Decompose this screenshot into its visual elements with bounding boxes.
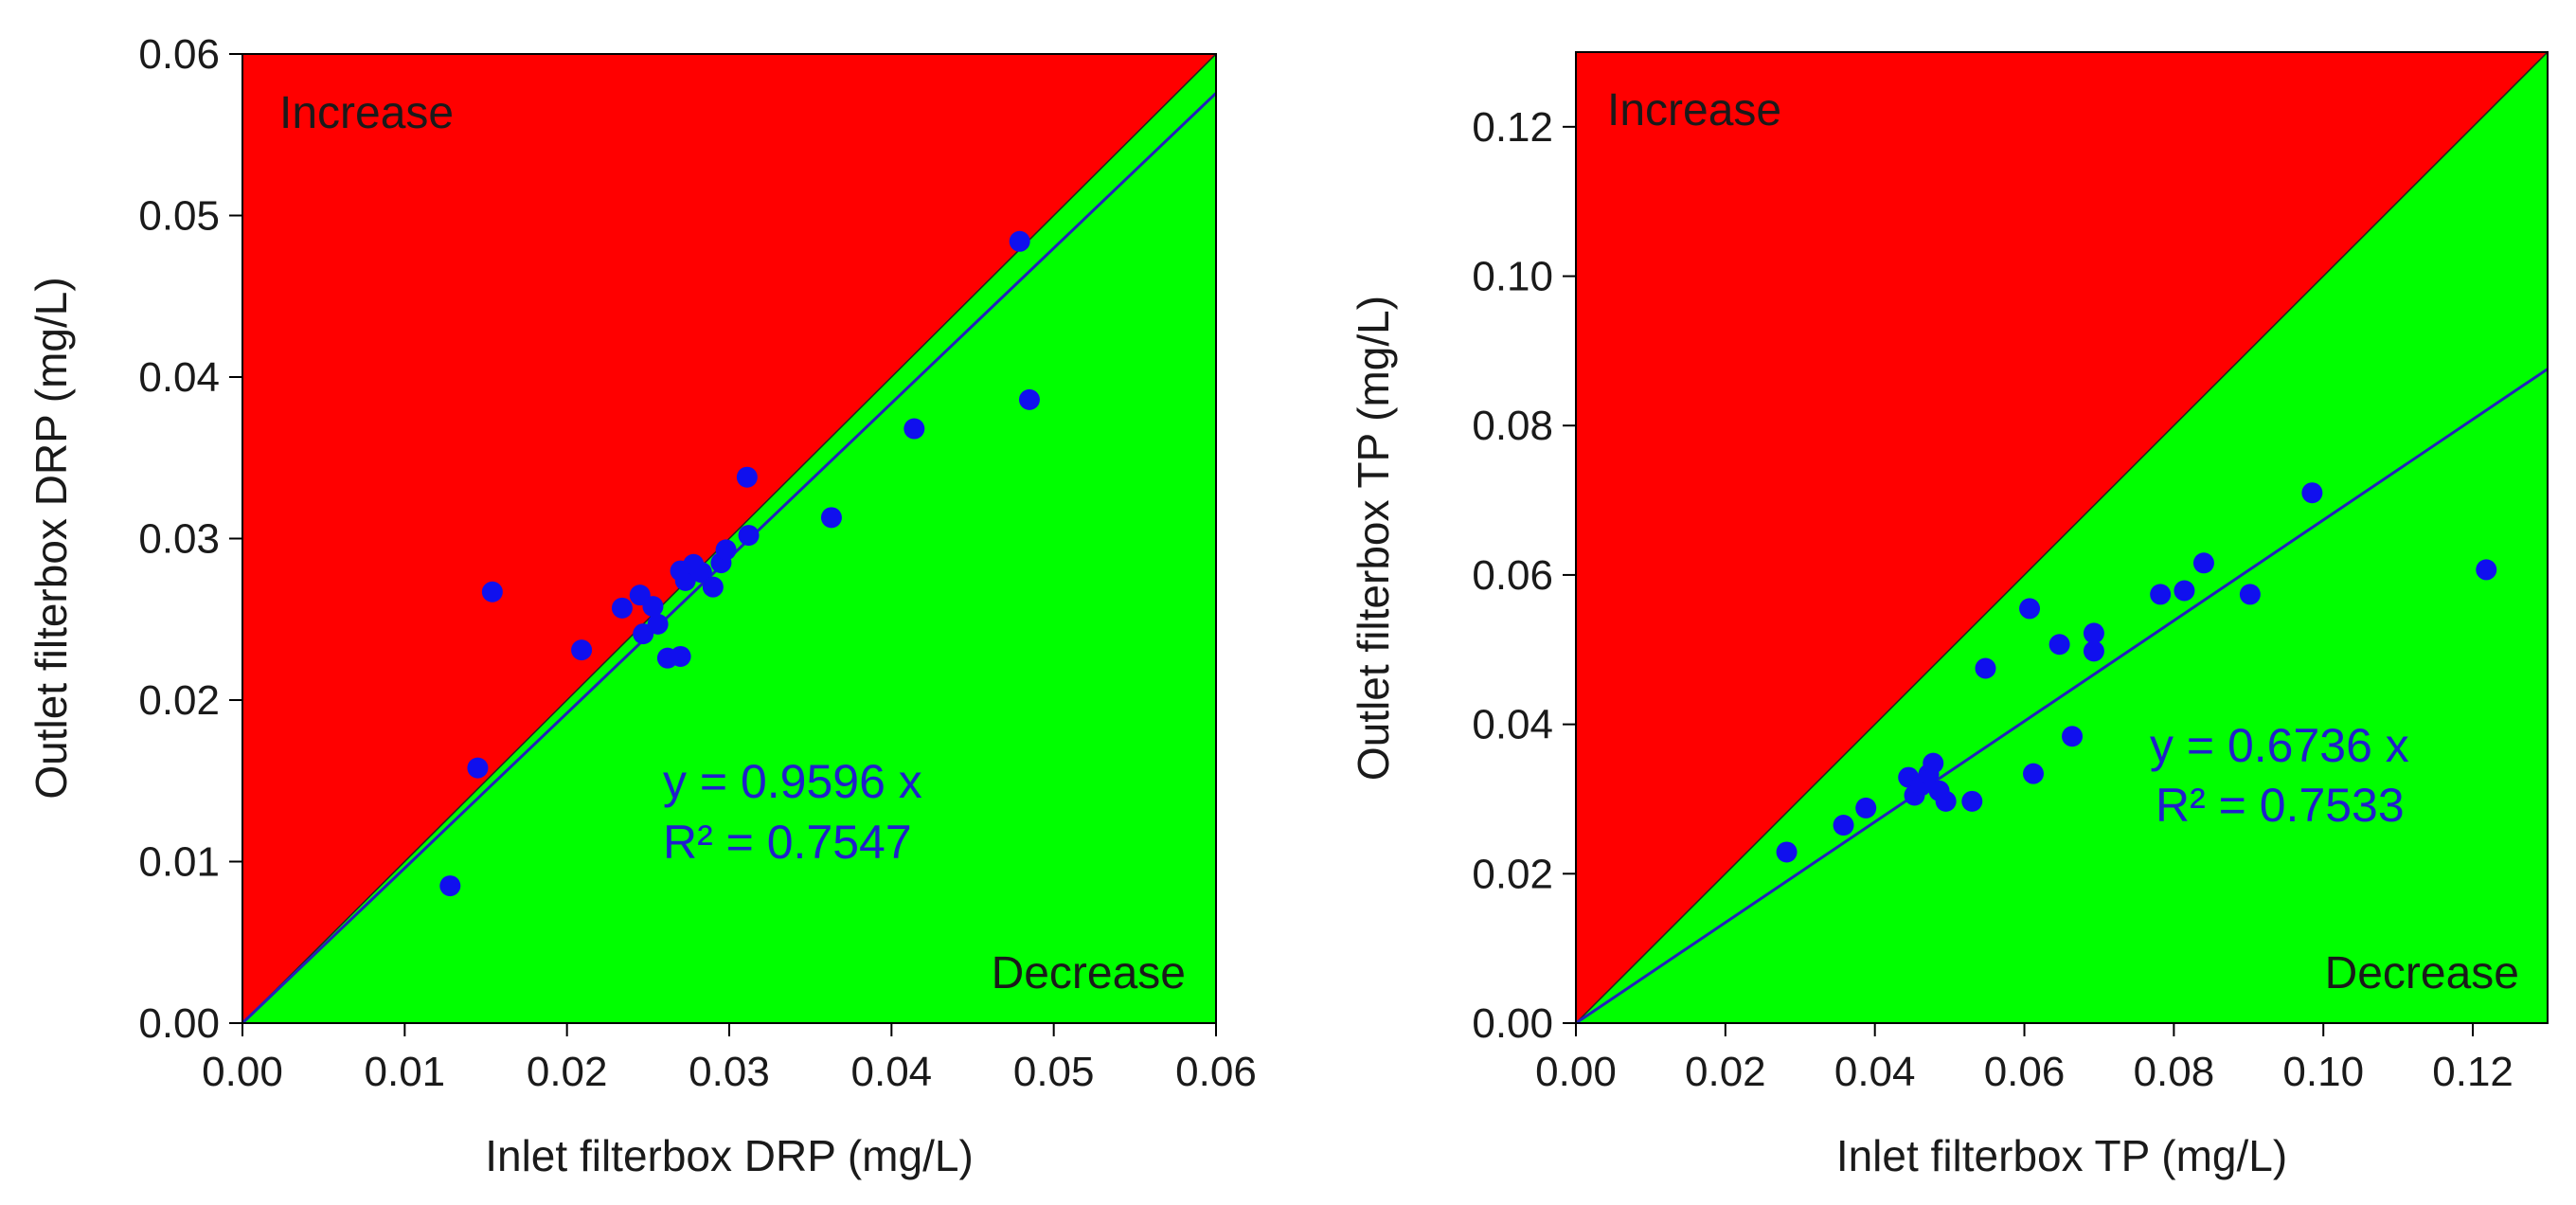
data-point — [481, 581, 503, 602]
y-axis: 0.00 0.02 0.04 0.06 0.08 0.10 0.12 — [1472, 104, 1576, 1047]
data-point — [2083, 622, 2104, 644]
one-to-one-line — [242, 53, 1217, 1024]
increase-label: Increase — [1607, 85, 1781, 135]
data-point — [642, 596, 664, 618]
y-tick-label: 0.00 — [1472, 1000, 1553, 1047]
y-tick-label: 0.05 — [138, 193, 220, 240]
x-tick-label: 0.04 — [851, 1049, 933, 1095]
increase-label: Increase — [279, 88, 454, 138]
data-point — [2301, 482, 2323, 504]
data-point — [571, 639, 593, 661]
fit-r-squared: R² = 0.7533 — [2156, 779, 2405, 832]
data-point — [2192, 552, 2214, 574]
y-tick-label: 0.03 — [138, 516, 220, 563]
data-point — [2019, 598, 2041, 620]
y-tick-label: 0.06 — [1472, 552, 1553, 599]
data-point — [715, 539, 737, 561]
y-tick-label: 0.04 — [138, 354, 220, 401]
data-point — [690, 562, 712, 584]
plot-frame — [1575, 51, 2549, 1024]
data-point — [2023, 763, 2045, 784]
data-point — [670, 645, 691, 667]
data-points — [439, 230, 1040, 897]
x-tick-label: 0.01 — [365, 1049, 446, 1095]
y-tick-label: 0.02 — [1472, 851, 1553, 897]
data-point — [611, 597, 633, 619]
fit-equation: y = 0.6736 x — [2150, 719, 2409, 772]
data-point — [1975, 657, 1996, 679]
y-tick-label: 0.02 — [138, 677, 220, 724]
data-point — [1961, 790, 1983, 812]
x-axis: 0.00 0.01 0.02 0.03 0.04 0.05 0.06 — [202, 1023, 1257, 1095]
x-tick-label: 0.10 — [2282, 1049, 2364, 1095]
drp-scatter-chart: 0.00 0.01 0.02 0.03 0.04 0.05 0.06 0.000.010.0… — [27, 31, 1257, 1180]
y-axis: 0.00 0.01 0.02 0.03 0.04 0.05 0.06 — [138, 31, 242, 1047]
data-point — [1018, 388, 1040, 410]
data-point — [736, 466, 758, 488]
data-point — [2048, 634, 2070, 656]
data-point — [1855, 797, 1877, 818]
data-point — [2174, 580, 2195, 602]
y-tick-label: 0.12 — [1472, 104, 1553, 151]
data-points — [1776, 482, 2497, 863]
data-point — [2150, 584, 2172, 605]
x-tick-label: 0.03 — [689, 1049, 770, 1095]
fit-line — [1575, 368, 2549, 1025]
x-tick-label: 0.12 — [2432, 1049, 2513, 1095]
x-axis-title: Inlet filterbox DRP (mg/L) — [485, 1131, 974, 1180]
x-tick-label: 0.08 — [2134, 1049, 2215, 1095]
tp-scatter-chart: 0.00 0.02 0.04 0.06 0.08 0.10 0.12 0.000.020.0… — [1349, 51, 2549, 1180]
x-axis-title: Inlet filterbox TP (mg/L) — [1836, 1131, 2287, 1180]
y-tick-label: 0.04 — [1472, 702, 1553, 748]
data-point — [467, 757, 489, 779]
y-tick-label: 0.06 — [138, 31, 220, 78]
data-point — [1009, 230, 1030, 252]
x-tick-label: 0.00 — [1535, 1049, 1617, 1095]
data-point — [674, 569, 696, 591]
x-axis: 0.00 0.02 0.04 0.06 0.08 0.10 0.12 — [1535, 1023, 2513, 1095]
fit-r-squared: R² = 0.7547 — [663, 816, 912, 869]
y-tick-label: 0.00 — [138, 1000, 220, 1047]
x-tick-label: 0.04 — [1834, 1049, 1916, 1095]
data-point — [1923, 752, 1944, 774]
decrease-label: Decrease — [992, 948, 1186, 998]
decrease-label: Decrease — [2325, 948, 2519, 998]
data-point — [2083, 640, 2104, 662]
y-tick-label: 0.01 — [138, 839, 220, 886]
x-tick-label: 0.05 — [1013, 1049, 1095, 1095]
data-point — [647, 613, 669, 635]
x-tick-label: 0.06 — [1984, 1049, 2066, 1095]
fit-equation: y = 0.9596 x — [663, 755, 922, 808]
y-tick-label: 0.10 — [1472, 254, 1553, 300]
data-point — [2476, 559, 2497, 581]
data-point — [1833, 815, 1854, 836]
data-point — [1935, 790, 1957, 812]
y-axis-title: Outlet filterbox DRP (mg/L) — [27, 277, 76, 799]
data-point — [702, 576, 724, 598]
data-point — [439, 875, 461, 897]
data-point — [738, 525, 760, 547]
x-tick-label: 0.06 — [1175, 1049, 1257, 1095]
x-tick-label: 0.02 — [527, 1049, 608, 1095]
x-tick-label: 0.00 — [202, 1049, 283, 1095]
x-tick-label: 0.02 — [1685, 1049, 1766, 1095]
one-to-one-line — [1575, 51, 2549, 1024]
data-point — [903, 418, 925, 440]
data-point — [820, 507, 842, 529]
data-point — [2062, 726, 2084, 747]
data-point — [1776, 841, 1798, 863]
y-tick-label: 0.08 — [1472, 403, 1553, 449]
y-axis-title: Outlet filterbox TP (mg/L) — [1349, 296, 1398, 781]
data-point — [2239, 584, 2261, 605]
